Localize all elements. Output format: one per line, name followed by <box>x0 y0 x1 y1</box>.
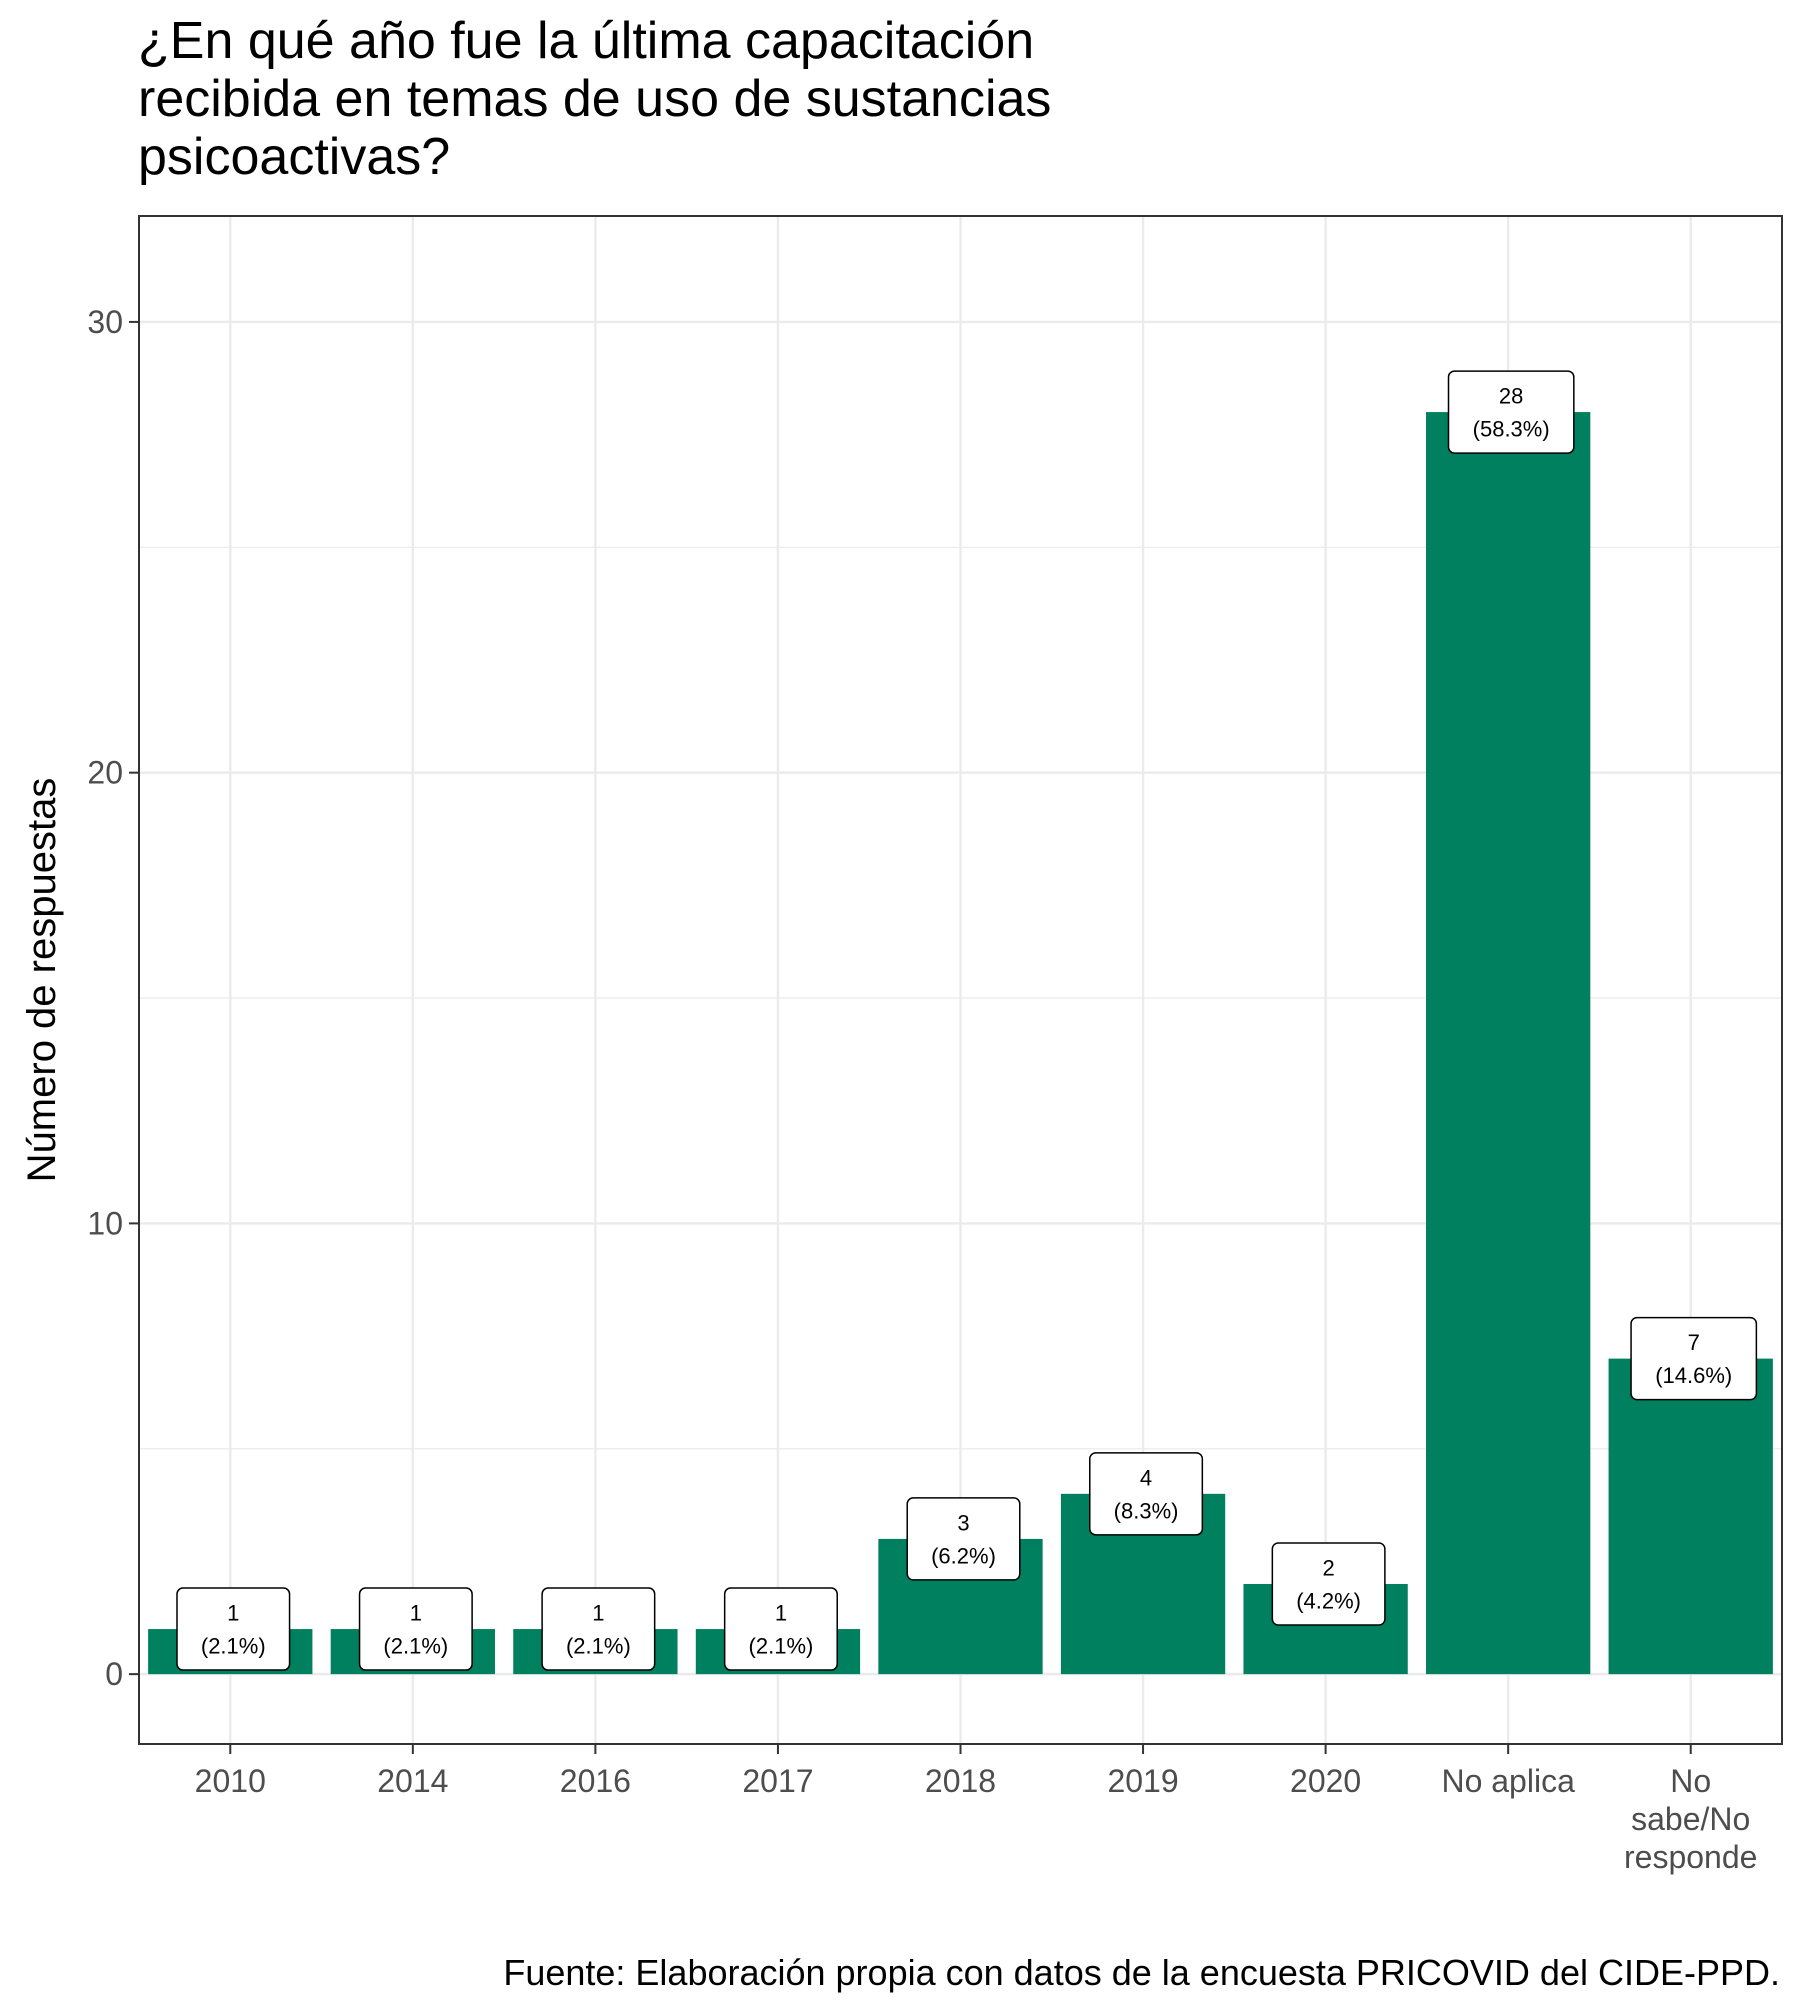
data-label-text: (2.1%) <box>566 1633 631 1658</box>
data-label-box <box>1630 1316 1758 1401</box>
y-axis-title: Número de respuestas <box>20 778 64 1183</box>
data-label-text: (4.2%) <box>1296 1588 1361 1613</box>
data-label-text: 1 <box>592 1600 604 1625</box>
data-label-text: (2.1%) <box>749 1633 814 1658</box>
data-label: 2 (4.2%) <box>1271 1542 1386 1626</box>
data-label-box <box>906 1497 1021 1581</box>
data-label-text: 4 <box>1140 1465 1152 1490</box>
axes: 0 10 20 30 2010 2014 2016 2017 2018 2019 2020 No ap… <box>87 304 1757 1875</box>
data-label-box <box>723 1587 838 1671</box>
data-label: 28 (58.3%) <box>1447 370 1575 454</box>
x-tick-label: 2016 <box>560 1763 631 1799</box>
bar <box>1608 1358 1773 1675</box>
data-label-text: 7 <box>1688 1330 1700 1355</box>
chart-caption: Fuente: Elaboración propia con datos de … <box>503 1952 1780 1993</box>
bar <box>1426 412 1591 1675</box>
data-label-text: (6.2%) <box>931 1543 996 1568</box>
x-tick-label: 2010 <box>195 1763 266 1799</box>
x-tick-label: 2014 <box>377 1763 448 1799</box>
x-tick-label: No aplica <box>1441 1763 1575 1799</box>
data-label: 1 (2.1%) <box>723 1587 838 1671</box>
data-label-box <box>176 1587 291 1671</box>
y-tick-label: 0 <box>105 1656 123 1692</box>
data-label-text: 1 <box>227 1600 239 1625</box>
x-tick-label: 2018 <box>925 1763 996 1799</box>
data-label-text: 1 <box>775 1600 787 1625</box>
x-tick-label: No sabe/No responde <box>1624 1763 1757 1875</box>
bars <box>148 412 1773 1675</box>
data-label-text: (8.3%) <box>1114 1498 1179 1523</box>
data-label-box <box>1447 370 1575 454</box>
chart-title: ¿En qué año fue la última capacitación r… <box>138 12 1052 186</box>
data-labels: 1 (2.1%) 1 (2.1%) 1 (2.1%) 1 (2.1%) 3 (6.2%) 4 (8.3… <box>176 370 1758 1671</box>
data-label-text: (58.3%) <box>1473 416 1550 441</box>
data-label-text: 28 <box>1499 383 1523 408</box>
data-label: 1 (2.1%) <box>541 1587 656 1671</box>
data-label-box <box>1271 1542 1386 1626</box>
y-tick-label: 10 <box>87 1205 123 1241</box>
data-label-box <box>358 1587 473 1671</box>
data-label: 1 (2.1%) <box>176 1587 291 1671</box>
data-label-text: 1 <box>410 1600 422 1625</box>
data-label-text: (14.6%) <box>1655 1363 1732 1388</box>
x-tick-label: 2017 <box>742 1763 813 1799</box>
data-label: 3 (6.2%) <box>906 1497 1021 1581</box>
data-label: 7 (14.6%) <box>1630 1316 1758 1401</box>
y-tick-label: 20 <box>87 755 123 791</box>
data-label: 4 (8.3%) <box>1089 1452 1204 1536</box>
data-label-text: 2 <box>1322 1555 1334 1580</box>
data-label-text: 3 <box>957 1510 969 1535</box>
x-tick-label: 2020 <box>1290 1763 1361 1799</box>
data-label-box <box>1089 1452 1204 1536</box>
data-label-box <box>541 1587 656 1671</box>
x-tick-label: 2019 <box>1107 1763 1178 1799</box>
data-label: 1 (2.1%) <box>358 1587 473 1671</box>
data-label-text: (2.1%) <box>383 1633 448 1658</box>
y-tick-label: 30 <box>87 304 123 340</box>
data-label-text: (2.1%) <box>201 1633 266 1658</box>
